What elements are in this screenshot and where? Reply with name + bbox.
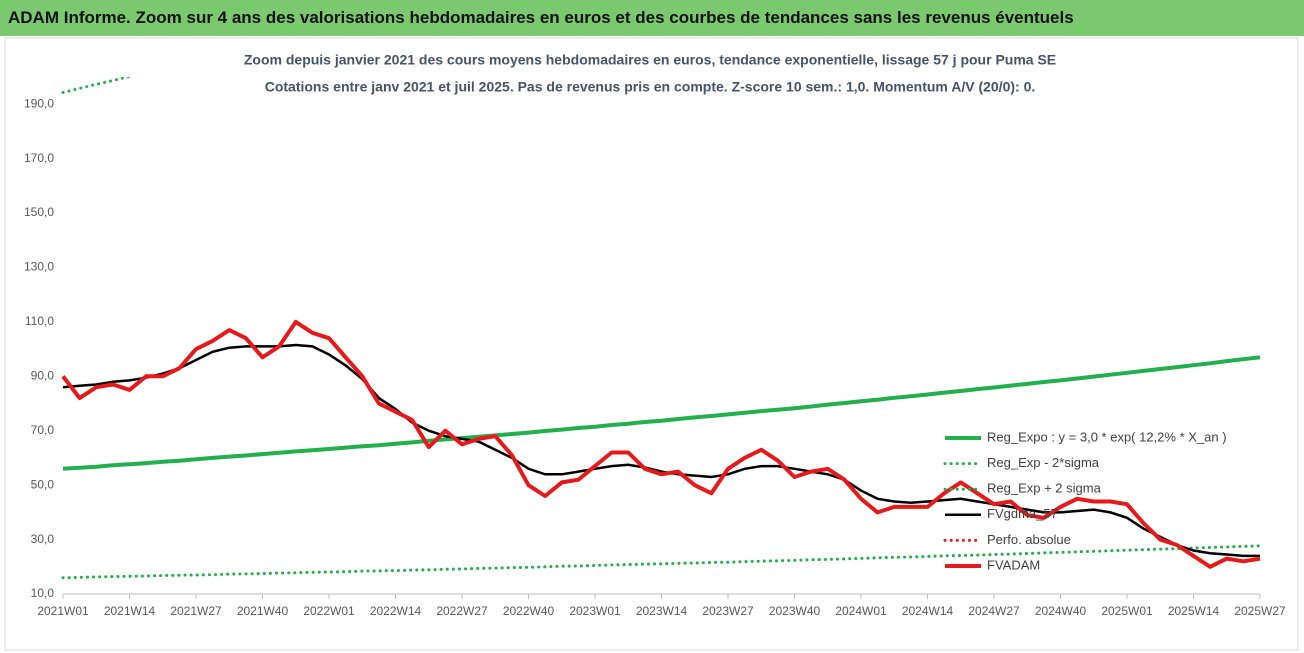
legend-label: Reg_Exp + 2 sigma xyxy=(987,481,1102,496)
subtitle: Zoom depuis janvier 2021 des cours moyen… xyxy=(244,52,1056,68)
x-tick-label: 2021W01 xyxy=(37,604,89,618)
subtitle: Cotations entre janv 2021 et juil 2025. … xyxy=(265,79,1036,95)
x-tick-label: 2023W01 xyxy=(569,604,621,618)
x-tick-label: 2025W27 xyxy=(1234,604,1286,618)
y-tick-label: 10,0 xyxy=(31,586,55,600)
series-line xyxy=(62,355,1261,471)
y-tick-label: 70,0 xyxy=(31,423,55,437)
x-tick-label: 2025W01 xyxy=(1101,604,1153,618)
x-tick-label: 2024W14 xyxy=(902,604,954,618)
x-tick-label: 2021W14 xyxy=(104,604,156,618)
y-tick-label: 170,0 xyxy=(24,151,54,165)
legend-label: FVgdma_57 xyxy=(987,506,1058,521)
legend-label: FVADAM xyxy=(987,557,1040,572)
x-tick-label: 2023W14 xyxy=(636,604,688,618)
x-tick-label: 2024W01 xyxy=(835,604,887,618)
y-tick-label: 110,0 xyxy=(25,314,54,328)
x-tick-label: 2023W40 xyxy=(769,604,821,618)
y-tick-label: 150,0 xyxy=(24,205,54,219)
x-tick-label: 2023W27 xyxy=(702,604,754,618)
x-tick-label: 2022W27 xyxy=(436,604,488,618)
y-tick-label: 50,0 xyxy=(31,477,55,491)
legend-label: Reg_Expo : y = 3,0 * exp( 12,2% * X_an ) xyxy=(987,429,1227,444)
title-bar: ADAM Informe. Zoom sur 4 ans des valoris… xyxy=(0,0,1304,36)
series-line xyxy=(61,544,1262,580)
series-line xyxy=(61,319,1261,569)
x-tick-label: 2024W40 xyxy=(1035,604,1087,618)
plot xyxy=(61,77,1262,580)
x-tick-label: 2021W27 xyxy=(170,604,222,618)
chart-frame xyxy=(4,37,1299,651)
y-tick-label: 130,0 xyxy=(24,260,54,274)
legend-label: Reg_Exp - 2*sigma xyxy=(987,455,1100,470)
y-tick-label: 190,0 xyxy=(24,96,54,110)
chart: Zoom depuis janvier 2021 des cours moyen… xyxy=(4,37,1299,651)
y-tick-label: 30,0 xyxy=(31,532,55,546)
x-tick-label: 2021W40 xyxy=(237,604,289,618)
x-tick-label: 2022W14 xyxy=(370,604,422,618)
x-tick-label: 2025W14 xyxy=(1168,604,1220,618)
x-tick-label: 2022W01 xyxy=(303,604,355,618)
x-tick-label: 2024W27 xyxy=(968,604,1020,618)
x-tick-label: 2022W40 xyxy=(503,604,555,618)
legend-label: Perfo. absolue xyxy=(987,532,1071,547)
y-tick-label: 90,0 xyxy=(31,368,55,382)
page-title: ADAM Informe. Zoom sur 4 ans des valoris… xyxy=(8,8,1074,27)
series-line xyxy=(62,343,1260,558)
